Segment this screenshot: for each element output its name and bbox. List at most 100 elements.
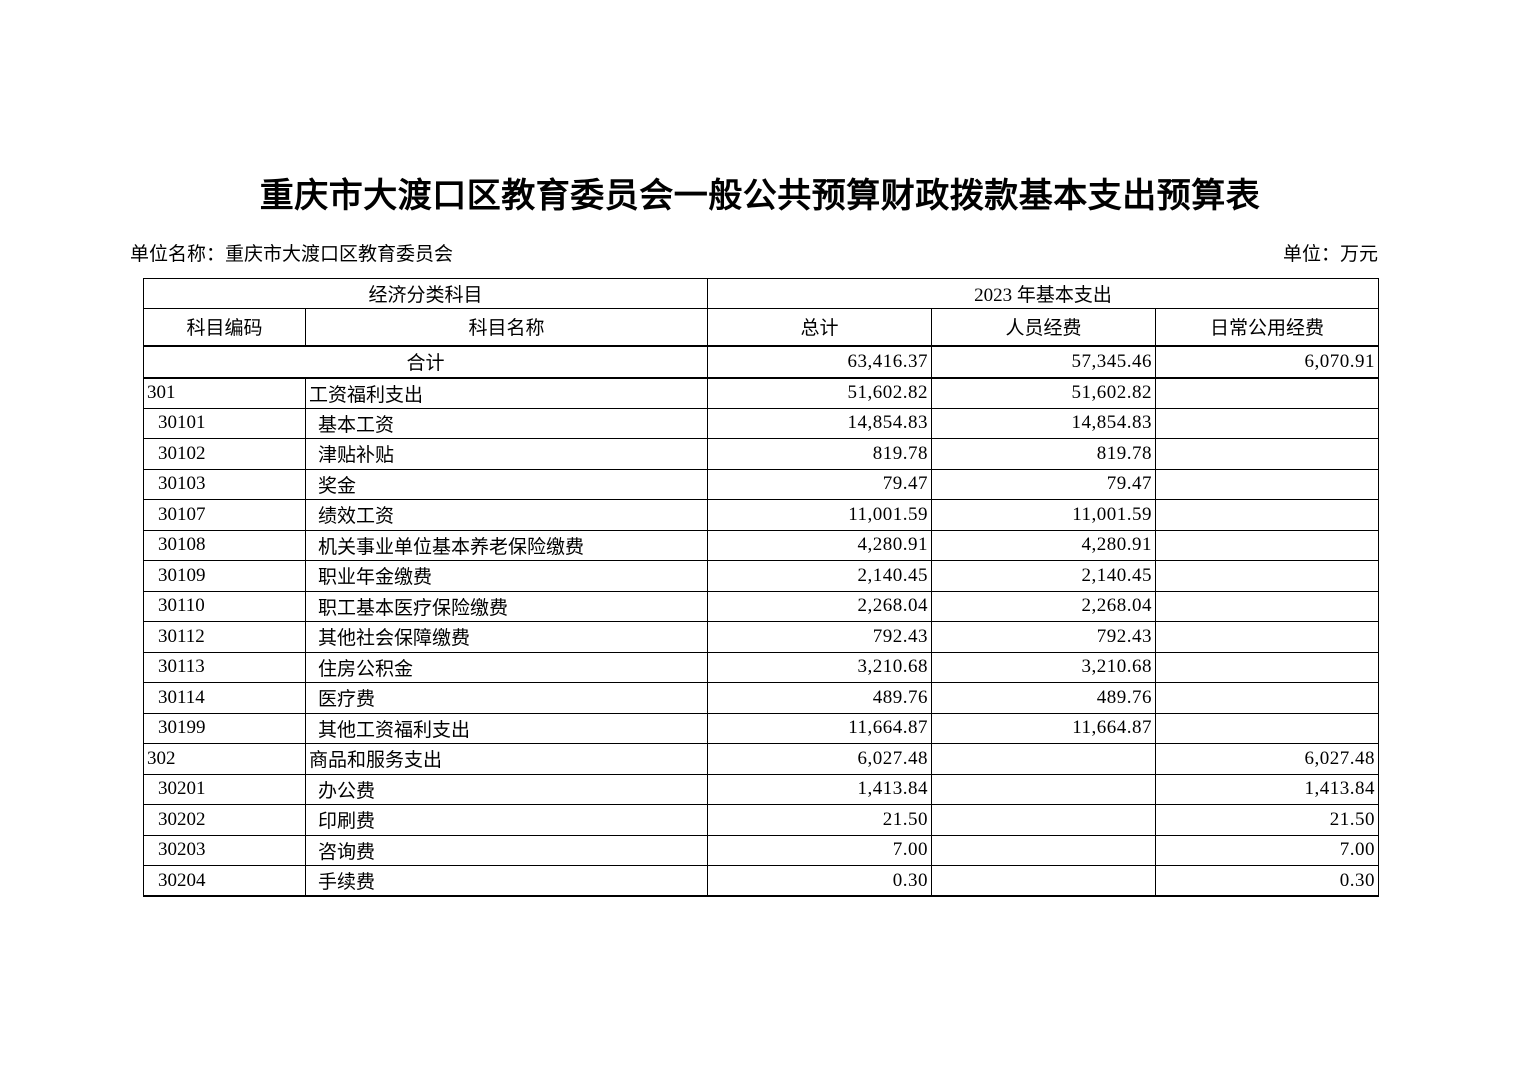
cell-code: 30113 (143, 651, 306, 683)
cell-total: 489.76 (707, 682, 933, 714)
table-row: 30201 办公费 1,413.84 1,413.84 (143, 773, 1380, 805)
cell-code: 30112 (143, 621, 306, 653)
cell-personnel: 4,280.91 (931, 529, 1157, 561)
table-row: 30199 其他工资福利支出 11,664.87 11,664.87 (143, 712, 1380, 744)
table-body: 301 工资福利支出 51,602.82 51,602.82 30101 基本工资 14,8… (143, 377, 1380, 897)
cell-daily_public (1155, 682, 1380, 714)
cell-name: 津贴补贴 (304, 438, 709, 470)
cell-daily_public (1155, 651, 1380, 683)
table-row: 30114 医疗费 489.76 489.76 (143, 682, 1380, 714)
cell-name: 绩效工资 (304, 499, 709, 531)
cell-total: 11,664.87 (707, 712, 933, 744)
total-row-personnel: 57,345.46 (931, 345, 1157, 379)
cell-name: 医疗费 (304, 682, 709, 714)
cell-personnel: 14,854.83 (931, 407, 1157, 439)
cell-personnel: 2,140.45 (931, 560, 1157, 592)
cell-daily_public (1155, 560, 1380, 592)
cell-code: 30114 (143, 682, 306, 714)
table-row: 30107 绩效工资 11,001.59 11,001.59 (143, 499, 1380, 531)
cell-name: 手续费 (304, 865, 709, 897)
header-total: 总计 (707, 308, 933, 347)
cell-personnel: 79.47 (931, 468, 1157, 500)
total-row: 合计 63,416.37 57,345.46 6,070.91 (142, 345, 1380, 379)
cell-total: 1,413.84 (707, 773, 933, 805)
cell-daily_public (1155, 407, 1380, 439)
cell-total: 6,027.48 (707, 743, 933, 775)
cell-code: 30110 (143, 590, 306, 622)
cell-code: 30107 (143, 499, 306, 531)
table-row: 30102 津贴补贴 819.78 819.78 (143, 438, 1380, 470)
cell-daily_public (1155, 590, 1380, 622)
cell-personnel (931, 865, 1157, 897)
cell-personnel: 3,210.68 (931, 651, 1157, 683)
cell-code: 30109 (143, 560, 306, 592)
table-row: 30108 机关事业单位基本养老保险缴费 4,280.91 4,280.91 (143, 529, 1380, 561)
cell-total: 0.30 (707, 865, 933, 897)
cell-name: 工资福利支出 (304, 377, 709, 409)
table-row: 302 商品和服务支出 6,027.48 6,027.48 (143, 743, 1380, 775)
cell-daily_public: 1,413.84 (1155, 773, 1380, 805)
table-row: 30109 职业年金缴费 2,140.45 2,140.45 (143, 560, 1380, 592)
cell-total: 3,210.68 (707, 651, 933, 683)
cell-total: 51,602.82 (707, 377, 933, 409)
table-row: 30101 基本工资 14,854.83 14,854.83 (143, 407, 1380, 439)
cell-daily_public: 6,027.48 (1155, 743, 1380, 775)
cell-code: 302 (143, 743, 306, 775)
cell-total: 792.43 (707, 621, 933, 653)
cell-name: 住房公积金 (304, 651, 709, 683)
cell-daily_public (1155, 438, 1380, 470)
cell-total: 21.50 (707, 804, 933, 836)
cell-daily_public: 0.30 (1155, 865, 1380, 897)
cell-code: 30199 (143, 712, 306, 744)
cell-personnel: 489.76 (931, 682, 1157, 714)
header-group-row: 经济分类科目 2023 年基本支出 (142, 278, 1380, 309)
cell-personnel (931, 834, 1157, 866)
cell-personnel: 51,602.82 (931, 377, 1157, 409)
cell-code: 30101 (143, 407, 306, 439)
cell-personnel: 11,664.87 (931, 712, 1157, 744)
cell-total: 819.78 (707, 438, 933, 470)
header-daily-public: 日常公用经费 (1155, 308, 1380, 347)
header-subject-code: 科目编码 (143, 308, 306, 347)
cell-name: 奖金 (304, 468, 709, 500)
cell-daily_public (1155, 377, 1380, 409)
header-personnel: 人员经费 (931, 308, 1157, 347)
cell-personnel: 2,268.04 (931, 590, 1157, 622)
cell-name: 商品和服务支出 (304, 743, 709, 775)
table-row: 30203 咨询费 7.00 7.00 (143, 834, 1380, 866)
cell-code: 30108 (143, 529, 306, 561)
header-columns-row: 科目编码 科目名称 总计 人员经费 日常公用经费 (143, 308, 1380, 347)
unit-label: 单位：万元 (1282, 244, 1378, 265)
cell-total: 2,268.04 (707, 590, 933, 622)
table-row: 301 工资福利支出 51,602.82 51,602.82 (143, 377, 1380, 409)
cell-code: 30202 (143, 804, 306, 836)
cell-name: 基本工资 (304, 407, 709, 439)
cell-code: 30103 (143, 468, 306, 500)
meta-row: 单位名称：重庆市大渡口区教育委员会 单位：万元 (130, 243, 1378, 267)
cell-code: 30201 (143, 773, 306, 805)
header-2023-basic-expenditure: 2023 年基本支出 (707, 278, 1380, 309)
cell-name: 职业年金缴费 (304, 560, 709, 592)
cell-name: 其他社会保障缴费 (304, 621, 709, 653)
page-title: 重庆市大渡口区教育委员会一般公共预算财政拨款基本支出预算表 (259, 178, 1261, 215)
cell-personnel (931, 804, 1157, 836)
cell-personnel: 819.78 (931, 438, 1157, 470)
total-row-label: 合计 (142, 345, 709, 379)
cell-name: 其他工资福利支出 (304, 712, 709, 744)
budget-table: 经济分类科目 2023 年基本支出 科目编码 科目名称 总计 人员经费 日常公用… (142, 278, 1380, 897)
unit-name-label: 单位名称：重庆市大渡口区教育委员会 (130, 244, 454, 265)
table-row: 30110 职工基本医疗保险缴费 2,268.04 2,268.04 (143, 590, 1380, 622)
total-row-total: 63,416.37 (707, 345, 933, 379)
table-row: 30103 奖金 79.47 79.47 (143, 468, 1380, 500)
cell-total: 79.47 (707, 468, 933, 500)
table-row: 30112 其他社会保障缴费 792.43 792.43 (143, 621, 1380, 653)
table-row: 30202 印刷费 21.50 21.50 (143, 804, 1380, 836)
cell-daily_public (1155, 712, 1380, 744)
cell-name: 机关事业单位基本养老保险缴费 (304, 529, 709, 561)
header-subject-name: 科目名称 (304, 308, 709, 347)
cell-code: 30203 (143, 834, 306, 866)
cell-total: 7.00 (707, 834, 933, 866)
cell-daily_public: 21.50 (1155, 804, 1380, 836)
cell-code: 301 (143, 377, 306, 409)
